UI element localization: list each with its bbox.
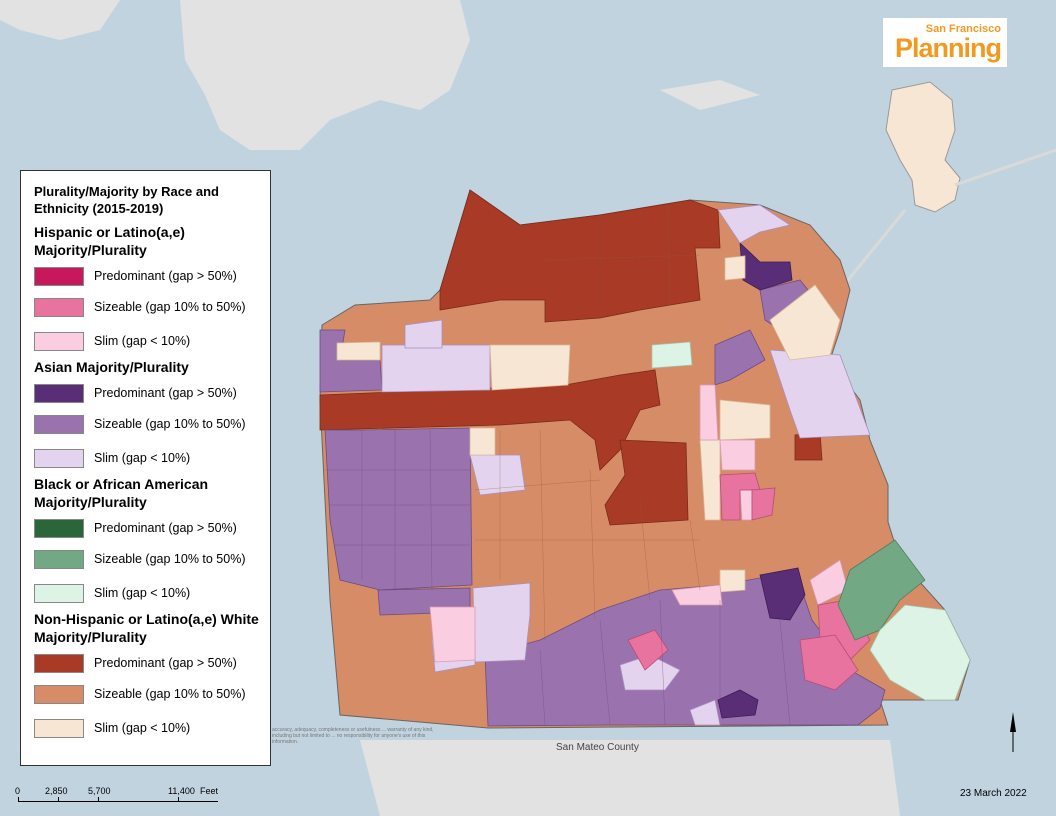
legend-item: Predominant (gap > 50%) [34,650,260,676]
map-legend: Plurality/Majority by Race and Ethnicity… [20,170,271,766]
scale-tick [98,797,99,802]
tracts-hispanic-slim[interactable] [429,384,849,663]
scale-tick [18,797,19,802]
group-title: Hispanic or Latino(a,e) Majority/Plurali… [34,224,185,258]
legend-swatch [34,549,84,569]
legend-swatch [34,518,84,538]
legend-item: Slim (gap < 10%) [34,580,260,606]
tracts-asian-predominant[interactable] [717,241,806,719]
legend-group-white: Non-Hispanic or Latino(a,e) White Majori… [34,610,260,741]
tract-boundaries-white [474,204,701,641]
legend-item-label: Slim (gap < 10%) [94,334,191,348]
legend-item-label: Predominant (gap > 50%) [94,521,237,535]
legend-item: Sizeable (gap 10% to 50%) [34,681,260,707]
legend-item-label: Sizeable (gap 10% to 50%) [94,417,246,431]
scale-tick [58,797,59,802]
logo-line1: San Francisco [925,23,1001,35]
tracts-hispanic-sizeable[interactable] [627,472,871,691]
bay-bridge [838,148,1056,291]
scale-tick-label: 11,400 [168,786,195,796]
legend-swatch [34,583,84,603]
treasure-island[interactable] [885,81,961,213]
legend-item: Sizeable (gap 10% to 50%) [34,546,260,572]
group-title: Non-Hispanic or Latino(a,e) White Majori… [34,611,259,645]
legend-swatch [34,448,84,468]
legend-item: Sizeable (gap 10% to 50%) [34,411,260,437]
legend-title: Plurality/Majority by Race and Ethnicity… [34,184,219,216]
legend-item: Slim (gap < 10%) [34,328,260,354]
tracts-black-slim[interactable] [651,341,971,701]
legend-swatch [34,718,84,738]
logo-line2: Planning [895,33,1002,63]
legend-item: Slim (gap < 10%) [34,715,260,741]
legend-swatch [34,297,84,317]
map-date: 23 March 2022 [960,788,1027,799]
legend-swatch [34,684,84,704]
sf-planning-logo: San Francisco Planning [883,18,1007,67]
legend-item-label: Predominant (gap > 50%) [94,269,237,283]
legend-swatch [34,383,84,403]
legend-item: Slim (gap < 10%) [34,445,260,471]
scale-bar: 0 2,850 5,700 11,400 Feet [14,786,234,810]
disclaimer-text: accuracy, adequacy, completeness or usef… [272,727,434,745]
group-title: Black or African American Majority/Plura… [34,476,209,510]
legend-item-label: Slim (gap < 10%) [94,451,191,465]
legend-group-asian: Asian Majority/Plurality Predominant (ga… [34,358,260,471]
legend-swatch [34,653,84,673]
legend-item-label: Sizeable (gap 10% to 50%) [94,687,246,701]
legend-item-label: Sizeable (gap 10% to 50%) [94,300,246,314]
legend-item: Sizeable (gap 10% to 50%) [34,294,260,320]
legend-item-label: Slim (gap < 10%) [94,721,191,735]
scale-unit-label: Feet [200,786,219,796]
scale-line [18,801,218,802]
scale-tick [178,797,179,802]
north-arrow-icon [1010,712,1016,752]
legend-swatch [34,414,84,434]
legend-group-hispanic: Hispanic or Latino(a,e) Majority/Plurali… [34,223,260,354]
legend-item-label: Sizeable (gap 10% to 50%) [94,552,246,566]
legend-swatch [34,266,84,286]
legend-item-label: Predominant (gap > 50%) [94,386,237,400]
tracts-white-predominant[interactable] [319,189,823,526]
tracts-white-slim[interactable] [336,255,841,593]
legend-group-black: Black or African American Majority/Plura… [34,475,260,606]
scale-tick-label: 5,700 [88,786,111,796]
legend-swatch [34,331,84,351]
legend-item: Predominant (gap > 50%) [34,380,260,406]
scale-tick-label: 0 [15,786,21,796]
legend-item: Predominant (gap > 50%) [34,263,260,289]
group-title: Asian Majority/Plurality [34,359,189,375]
county-label: San Mateo County [556,742,639,753]
tract-boundaries [325,429,791,726]
legend-item: Predominant (gap > 50%) [34,515,260,541]
legend-item-label: Predominant (gap > 50%) [94,656,237,670]
scale-tick-label: 2,850 [45,786,68,796]
basemap-land [0,0,900,816]
tracts-black-sizeable[interactable] [837,539,926,641]
legend-item-label: Slim (gap < 10%) [94,586,191,600]
